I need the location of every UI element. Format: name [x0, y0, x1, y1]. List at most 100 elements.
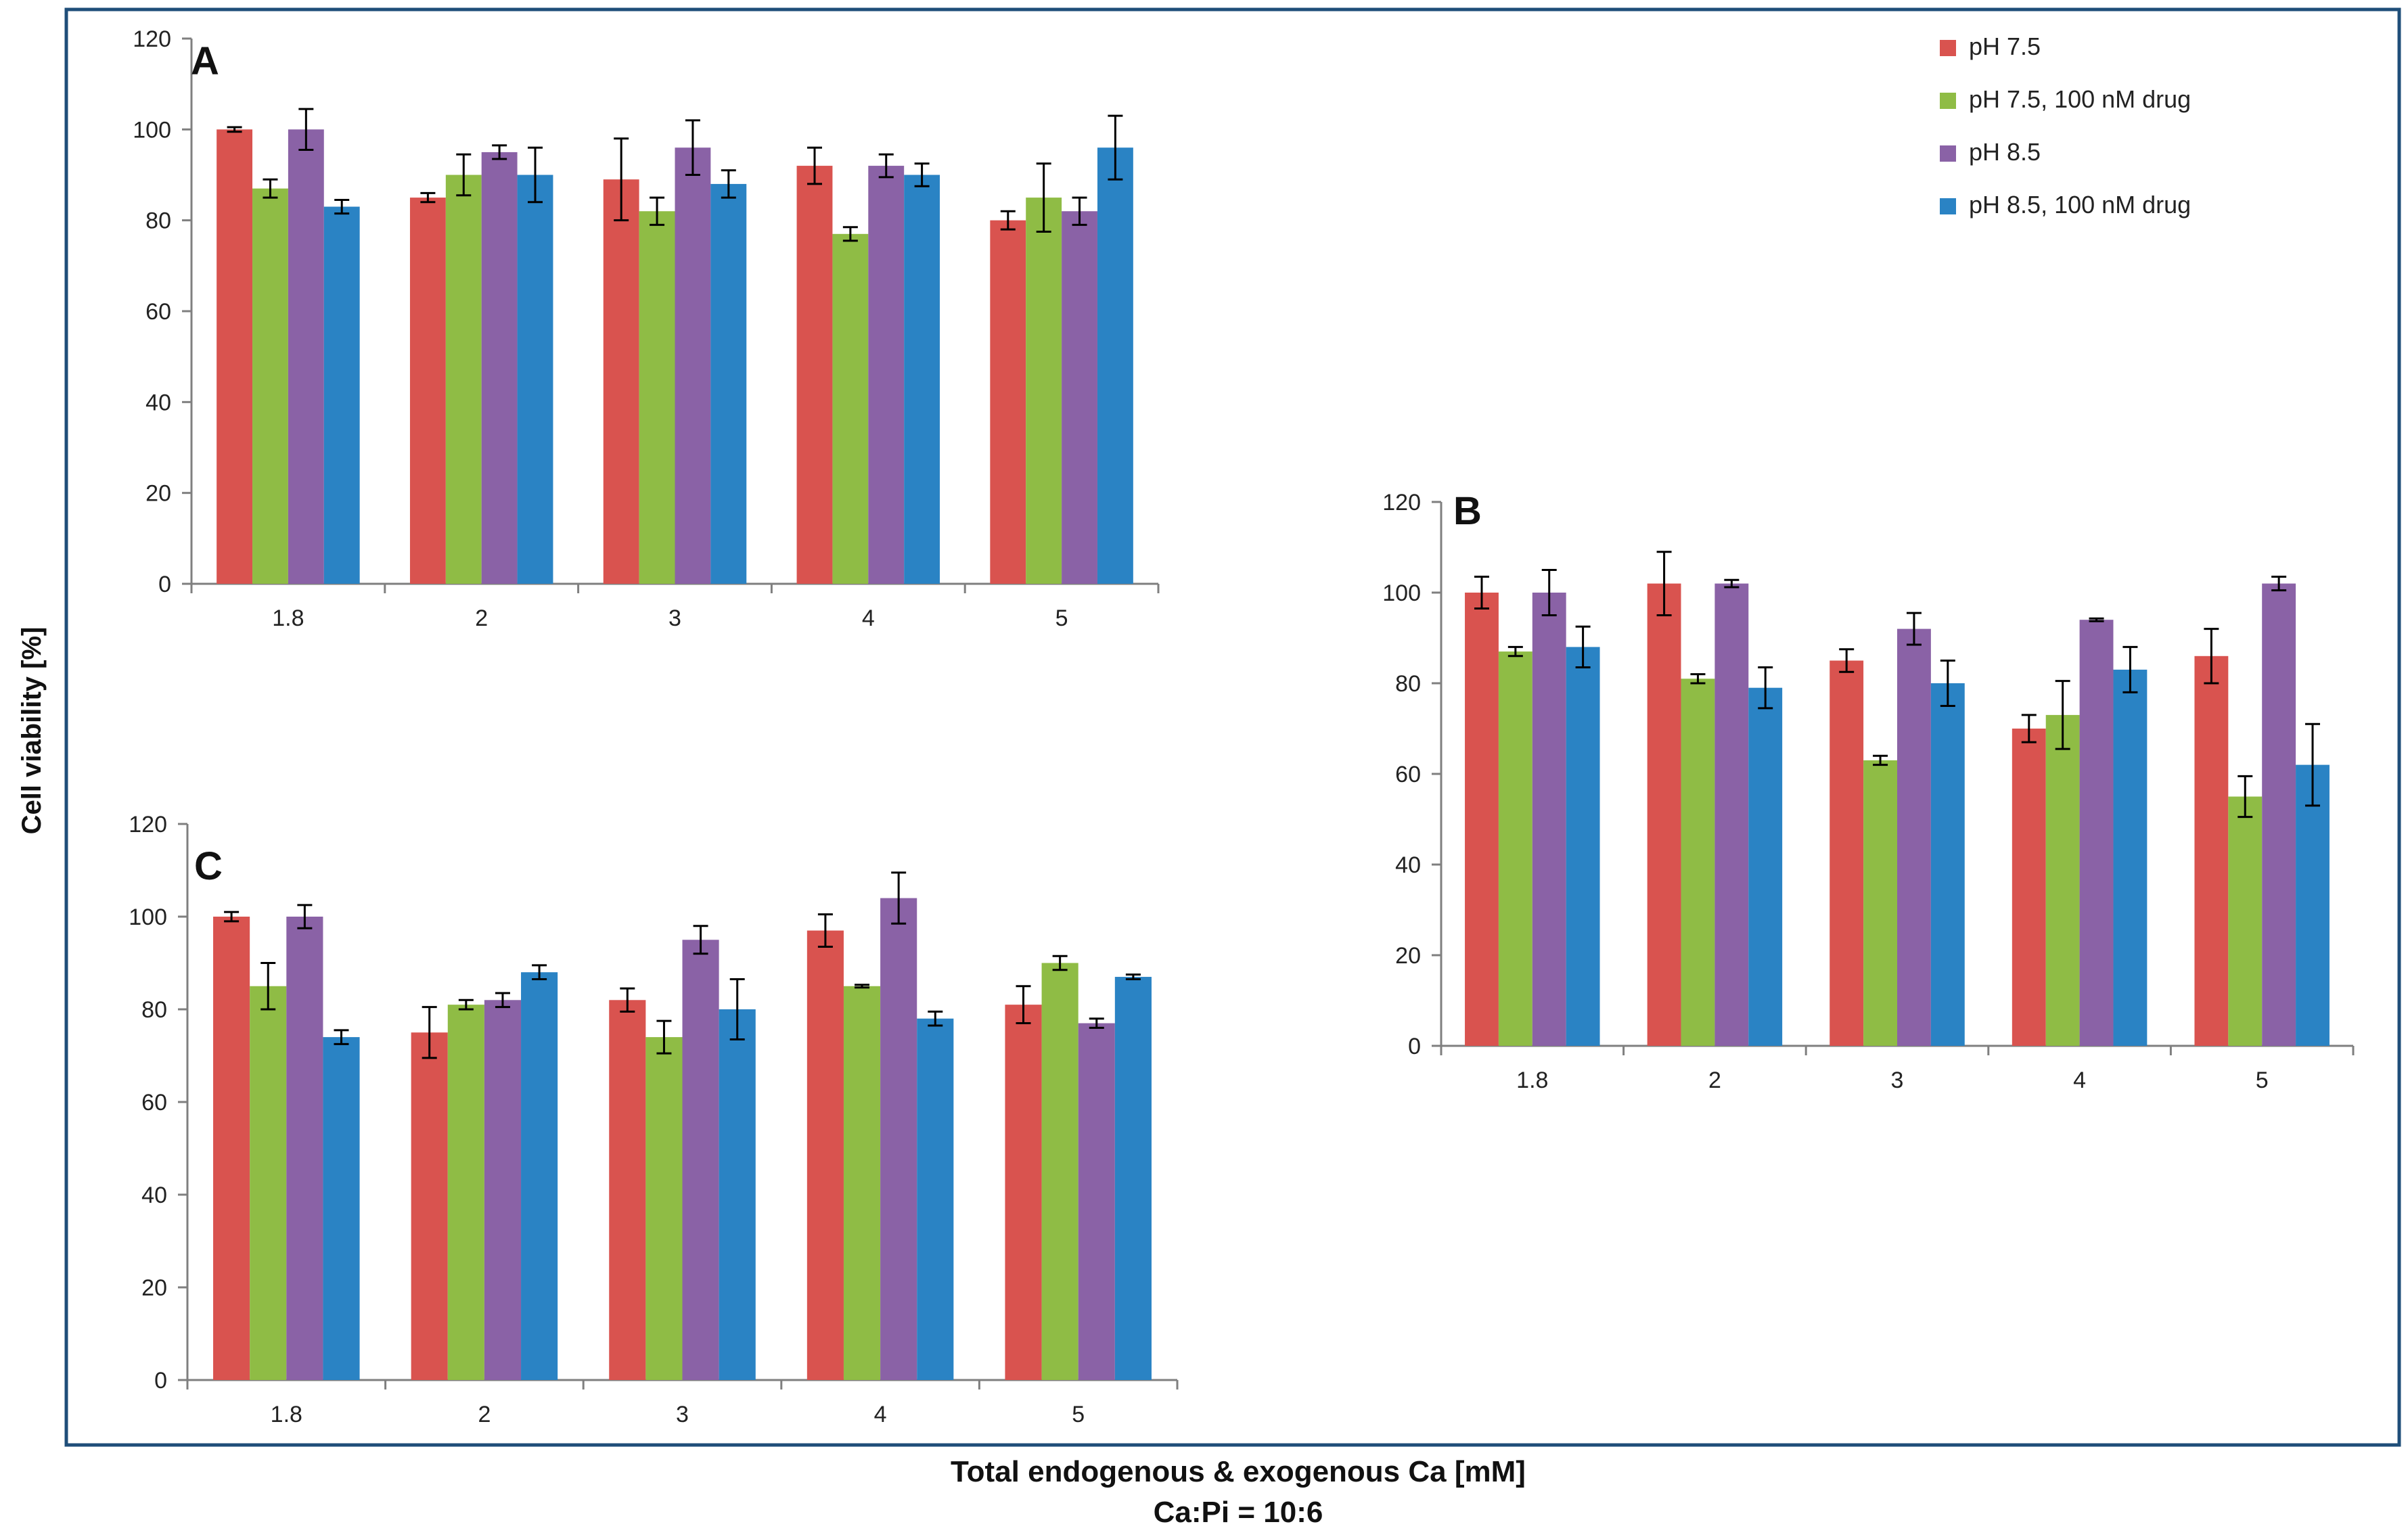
panel-a-ytick-label: 100: [133, 117, 171, 143]
panel-a-bar: [323, 206, 360, 584]
panel-a-letter: A: [191, 39, 219, 83]
panel-a-ytick-label: 20: [145, 481, 171, 507]
panel-b-ytick-label: 40: [1395, 852, 1421, 878]
legend-label: pH 8.5, 100 nM drug: [1969, 191, 2191, 219]
panel-a-bar: [288, 129, 324, 584]
panel-c-ytick-label: 0: [154, 1368, 167, 1394]
panel-a-bar: [832, 233, 869, 584]
panel-c-bar: [917, 1018, 954, 1380]
panel-a-ytick-label: 80: [145, 208, 171, 234]
panel-b-bar: [1498, 651, 1532, 1046]
panel-a-ytick-label: 60: [145, 299, 171, 325]
panel-c-bar: [484, 1000, 522, 1380]
panel-c-ytick-label: 100: [129, 904, 167, 930]
panel-c-bar: [250, 986, 287, 1380]
panel-c-bar: [323, 1037, 360, 1380]
legend-label: pH 7.5: [1969, 32, 2041, 60]
panel-c-xtick-label: 5: [1072, 1402, 1085, 1427]
panel-c-bar: [645, 1037, 683, 1380]
legend: pH 7.5 pH 7.5, 100 nM drug pH 8.5 pH 8.5, 1…: [1940, 32, 2191, 219]
panel-b-bar: [1897, 628, 1931, 1046]
panel-a-ytick-label: 0: [158, 572, 171, 597]
legend-label: pH 7.5, 100 nM drug: [1969, 85, 2191, 113]
panel-c-bar: [880, 898, 917, 1380]
panel-a-xtick-label: 1.8: [272, 605, 304, 631]
panel-b-bar: [2296, 764, 2330, 1046]
panel-b-bar: [1863, 760, 1897, 1046]
panel-a-bar: [517, 175, 553, 584]
panel-c-bar: [1078, 1023, 1115, 1380]
legend-swatch: [1940, 93, 1956, 109]
panel-b-bar: [2079, 620, 2114, 1046]
panel-c-bar: [447, 1005, 484, 1380]
legend-swatch: [1940, 198, 1956, 214]
figure-frame: [64, 7, 2401, 1447]
panel-b-xtick-label: 1.8: [1516, 1067, 1548, 1093]
panel-a-ytick-label: 40: [145, 390, 171, 415]
panel-a-bar: [1062, 211, 1097, 584]
panel-a-bar: [252, 188, 288, 584]
panel-a-bar: [796, 166, 833, 584]
panel-a-bar: [445, 175, 482, 584]
panel-b-bar: [1532, 593, 1566, 1046]
panel-a-bar: [1026, 198, 1062, 584]
panel-c-bar: [1041, 963, 1078, 1380]
legend-label: pH 8.5: [1969, 138, 2041, 166]
x-axis-title: Total endogenous & exogenous Ca [mM]: [951, 1455, 1526, 1488]
panel-a-xtick-label: 2: [475, 605, 488, 631]
panel-b-xtick-label: 2: [1708, 1067, 1721, 1093]
y-axis-title: Cell viability [%]: [17, 627, 47, 835]
panel-c-bar: [411, 1032, 448, 1380]
panel-c-letter: C: [194, 844, 223, 888]
panel-a-bar: [904, 175, 940, 584]
panel-c-xtick-label: 2: [478, 1402, 491, 1427]
panel-b-bar: [1647, 583, 1681, 1046]
panel-a-bar: [990, 220, 1026, 584]
panel-c-bar: [1114, 977, 1152, 1380]
panel-c-xtick-label: 3: [676, 1402, 689, 1427]
panel-c-bar: [807, 930, 844, 1380]
panel-b-bar: [2228, 796, 2263, 1046]
panel-b-xtick-label: 4: [2073, 1067, 2086, 1093]
panel-b-bar: [1465, 593, 1499, 1046]
panel-c-bar: [286, 917, 323, 1380]
panel-b-ytick-label: 80: [1395, 671, 1421, 697]
legend-swatch: [1940, 40, 1956, 56]
panel-b-bar: [2194, 656, 2229, 1046]
panel-b-letter: B: [1453, 489, 1482, 533]
panel-a-bar: [710, 183, 747, 584]
panel-c: 0 20 40 60 80 100 120 1.8 2 3 4 5 C: [129, 812, 1179, 1427]
panel-a-bar: [481, 152, 518, 584]
panel-a-xtick-label: 5: [1055, 605, 1068, 631]
panel-c-bar: [1005, 1005, 1042, 1380]
panel-b-bar: [2045, 714, 2080, 1046]
panel-a-bar: [868, 166, 905, 584]
panel-b-xtick-label: 3: [1891, 1067, 1904, 1093]
panel-c-ytick-label: 20: [141, 1275, 167, 1301]
panel-a-xtick-label: 3: [668, 605, 681, 631]
panel-c-ytick-label: 120: [129, 812, 167, 837]
panel-c-xtick-label: 1.8: [271, 1402, 302, 1427]
panel-c-bar: [719, 1009, 756, 1380]
panel-b-xtick-label: 5: [2256, 1067, 2269, 1093]
panel-a: 0 20 40 60 80 100 120 1.8 2 3 4 5 A: [133, 26, 1160, 631]
panel-b-bar: [1930, 683, 1965, 1046]
panel-a-ytick-label: 120: [133, 26, 171, 52]
panel-b-bar: [1566, 647, 1600, 1046]
panel-a-bar: [603, 179, 639, 584]
panel-c-bar: [521, 972, 558, 1380]
panel-b-bar: [2012, 729, 2046, 1046]
panel-c-ytick-label: 60: [141, 1090, 167, 1116]
panel-c-bar: [609, 1000, 646, 1380]
panel-a-xtick-label: 4: [862, 605, 875, 631]
panel-b-ytick-label: 0: [1408, 1034, 1421, 1059]
panel-b-ytick-label: 60: [1395, 762, 1421, 787]
panel-b-ytick-label: 100: [1382, 580, 1421, 606]
panel-b: 0 20 40 60 80 100 120 1.8 2 3 4 5 B: [1382, 489, 2355, 1093]
panel-a-bar: [675, 147, 711, 584]
panel-c-bar: [213, 917, 250, 1380]
panel-b-bar: [1748, 687, 1783, 1046]
panel-b-bar: [2113, 669, 2148, 1046]
panel-a-bar: [1097, 147, 1133, 584]
